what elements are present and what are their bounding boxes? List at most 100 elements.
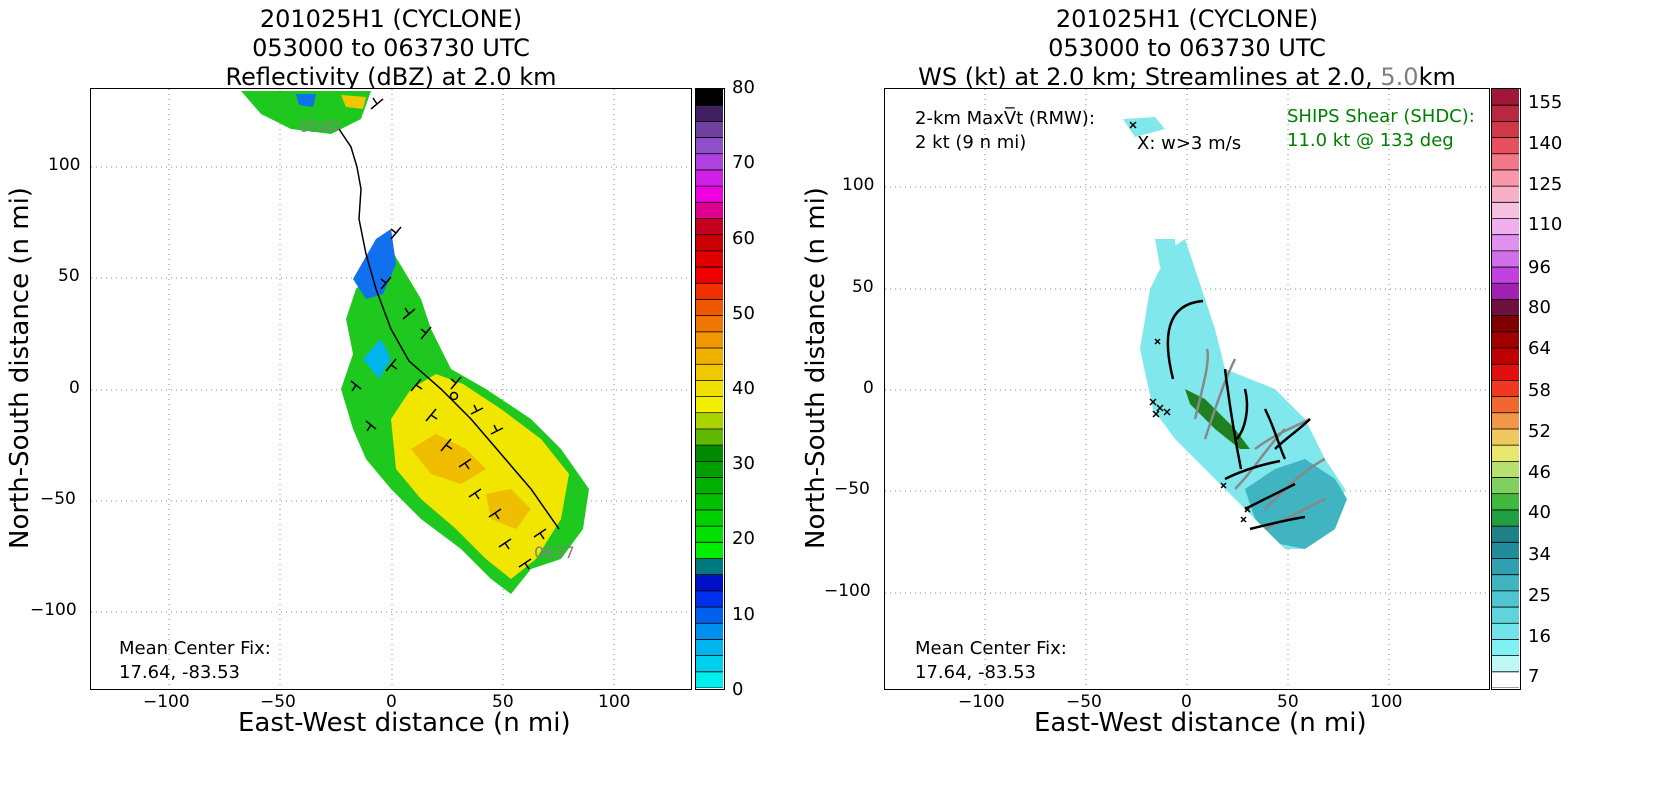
- left-xlabel: East-West distance (n mi): [238, 708, 571, 738]
- left-cbar-label: 50: [732, 303, 755, 324]
- left-xtick: 50: [492, 692, 514, 712]
- wind-barb: [470, 404, 484, 415]
- colorbar-swatch: [1492, 574, 1519, 592]
- refl-orange-patch: [411, 434, 486, 484]
- right-title-line3: WS (kt) at 2.0 km; Streamlines at 2.0, 5…: [884, 63, 1490, 92]
- left-plot-area: 0540 0637 Mean Center Fix: 17.64, -83.53: [90, 88, 692, 690]
- colorbar-swatch: [696, 202, 723, 220]
- refl-yellow-swath: [391, 374, 569, 579]
- wind-barb: [350, 380, 362, 392]
- right-ytick: 100: [842, 175, 875, 195]
- right-xtick: 50: [1277, 692, 1299, 712]
- colorbar-swatch: [1492, 412, 1519, 430]
- streamline: [1274, 418, 1311, 450]
- right-colorbar: [1491, 88, 1521, 690]
- colorbar-swatch: [1492, 121, 1519, 139]
- right-cbar-label: 80: [1528, 297, 1551, 318]
- colorbar-swatch: [1492, 542, 1519, 559]
- wind-barb: [488, 508, 502, 520]
- right-ytick: 0: [863, 378, 874, 398]
- colorbar-swatch: [696, 590, 723, 608]
- colorbar-swatch: [1492, 623, 1519, 640]
- colorbar-swatch: [696, 299, 723, 317]
- colorbar-swatch: [1492, 250, 1519, 268]
- colorbar-swatch: [696, 445, 723, 462]
- colorbar-swatch: [1492, 364, 1519, 381]
- colorbar-swatch: [1492, 380, 1519, 398]
- colorbar-swatch: [1492, 671, 1519, 688]
- colorbar-swatch: [696, 380, 723, 398]
- wind-barb: [450, 376, 462, 390]
- right-cbar-label: 96: [1528, 257, 1551, 278]
- right-cbar-label: 46: [1528, 462, 1551, 483]
- right-xtick: 100: [1370, 692, 1403, 712]
- x-marker: [1129, 121, 1137, 129]
- streamline: [1203, 358, 1237, 440]
- colorbar-swatch: [696, 283, 723, 300]
- colorbar-swatch: [1492, 234, 1519, 252]
- right-cbar-label: 40: [1528, 502, 1551, 523]
- x-marker: [1156, 404, 1164, 412]
- ships-shear-value: 11.0 kt @ 133 deg: [1287, 130, 1454, 151]
- right-cbar-label: 64: [1528, 338, 1551, 359]
- colorbar-swatch: [1492, 331, 1519, 349]
- left-xtick: −100: [143, 692, 190, 712]
- colorbar-swatch: [1492, 315, 1519, 333]
- colorbar-swatch: [696, 623, 723, 640]
- ships-shear-label: SHIPS Shear (SHDC):: [1287, 106, 1475, 127]
- colorbar-swatch: [1492, 461, 1519, 479]
- colorbar-swatch: [1492, 655, 1519, 673]
- left-title-line3: Reflectivity (dBZ) at 2.0 km: [225, 63, 557, 91]
- ships-shear-annotation: SHIPS Shear (SHDC): 11.0 kt @ 133 deg: [1287, 105, 1475, 153]
- colorbar-swatch: [1492, 558, 1519, 576]
- left-center-fix: Mean Center Fix: 17.64, -83.53: [119, 637, 271, 685]
- wind-barb: [370, 97, 384, 110]
- right-cbar-label: 34: [1528, 544, 1551, 565]
- right-cbar-label: 140: [1528, 133, 1563, 154]
- wind-barb: [385, 358, 398, 372]
- right-ytick: −50: [834, 479, 870, 499]
- right-cbar-label: 110: [1528, 214, 1563, 235]
- colorbar-swatch: [696, 153, 723, 171]
- colorbar-swatch: [696, 169, 723, 187]
- left-ylabel: North-South distance (n mi): [5, 187, 35, 549]
- right-ylabel: North-South distance (n mi): [801, 187, 831, 549]
- reflectivity-field: [241, 91, 589, 594]
- colorbar-swatch: [696, 121, 723, 139]
- refl-blue-top: [296, 94, 316, 107]
- right-colorbar-scale: [1492, 89, 1519, 688]
- streamline: [1254, 417, 1311, 451]
- colorbar-swatch: [1492, 186, 1519, 203]
- colorbar-swatch: [696, 89, 723, 106]
- right-xlabel: East-West distance (n mi): [1034, 708, 1367, 738]
- updraft-note: X: w>3 m/s: [1137, 133, 1242, 154]
- wind-barb: [490, 424, 504, 435]
- colorbar-swatch: [1492, 202, 1519, 220]
- right-cbar-label: 16: [1528, 626, 1551, 647]
- colorbar-swatch: [1492, 509, 1519, 527]
- streamline: [1235, 388, 1249, 440]
- right-windspeed-plot: [885, 89, 1489, 689]
- wind-barb: [402, 307, 416, 320]
- track-marker: [449, 391, 459, 401]
- left-cbar-label: 10: [732, 604, 755, 625]
- wind-barb: [425, 408, 438, 422]
- flight-track: [338, 128, 560, 530]
- colorbar-swatch: [696, 364, 723, 381]
- colorbar-swatch: [1492, 639, 1519, 657]
- ws-top-spur: [1155, 239, 1177, 267]
- colorbar-swatch: [1492, 590, 1519, 608]
- left-xtick: 0: [386, 692, 397, 712]
- ws-top-patch: [1123, 117, 1165, 137]
- wind-barb: [468, 488, 482, 500]
- center-fix-label: Mean Center Fix:: [915, 638, 1067, 659]
- colorbar-swatch: [696, 607, 723, 624]
- left-colorbar: [695, 88, 725, 690]
- right-plot-area: 2-km MaxV̅t (RMW): 2 kt (9 n mi) X: w>3 …: [884, 88, 1490, 690]
- streamline: [1244, 482, 1296, 511]
- x-marker: [1149, 398, 1157, 406]
- colorbar-swatch: [696, 412, 723, 430]
- colorbar-swatch: [696, 348, 723, 365]
- colorbar-swatch: [1492, 445, 1519, 462]
- wind-barb: [458, 458, 472, 470]
